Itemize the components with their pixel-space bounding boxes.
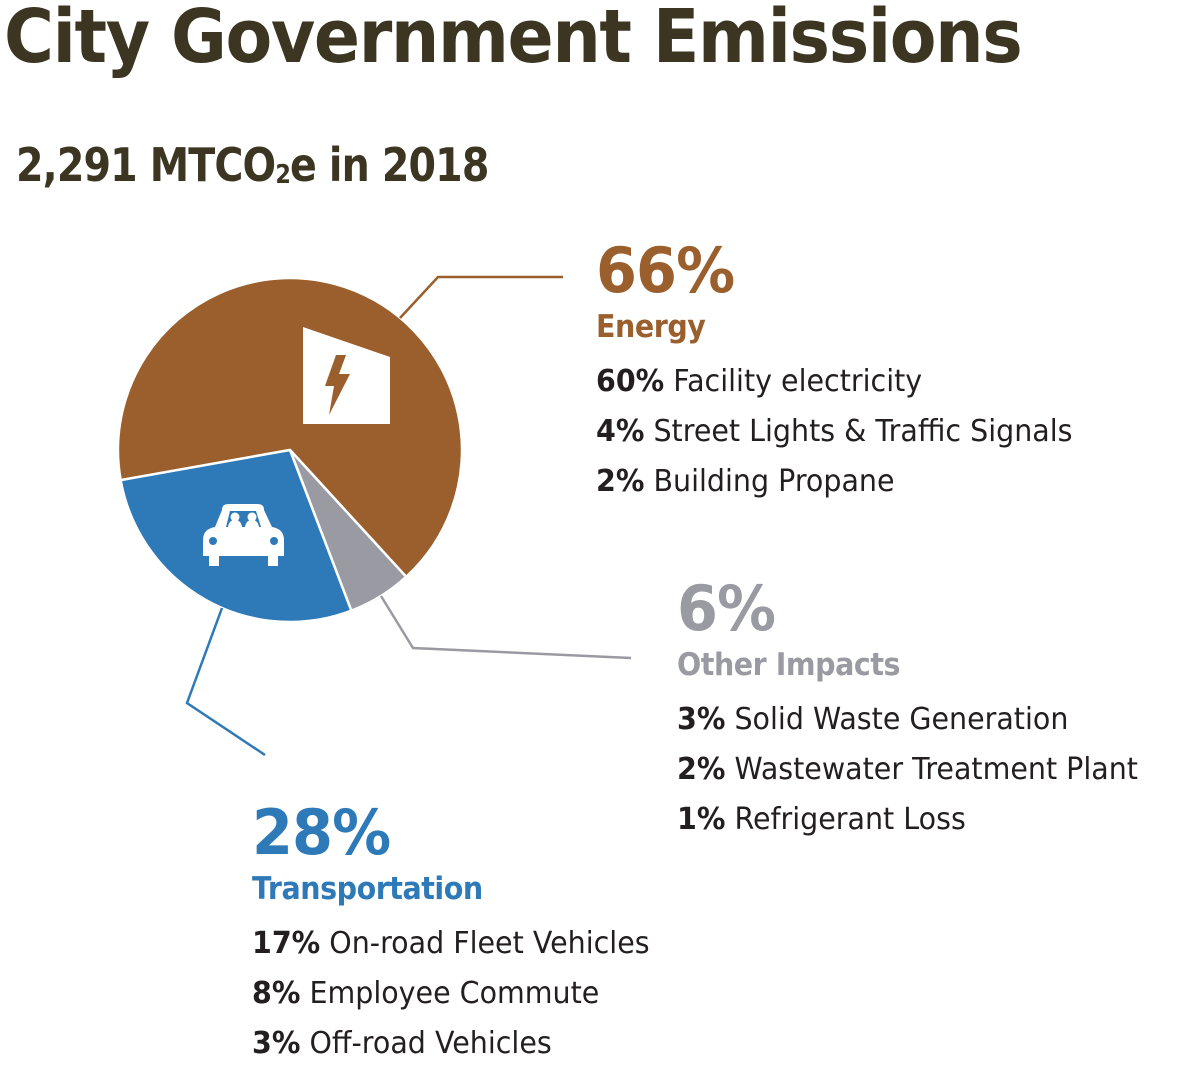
breakdown-label: Off-road Vehicles [309, 1026, 552, 1061]
breakdown-label: Street Lights & Traffic Signals [653, 414, 1073, 449]
breakdown-percent: 3% [252, 1026, 301, 1061]
subtitle-suffix: e in 2018 [290, 138, 489, 192]
breakdown-percent: 2% [596, 464, 645, 499]
breakdown-percent: 8% [252, 976, 301, 1011]
other-impacts-legend: 6% Other Impacts 3% Solid Waste Generati… [677, 578, 1162, 845]
transportation-percent: 28% [252, 796, 391, 869]
total-emissions-subtitle: 2,291 MTCO2e in 2018 [16, 138, 489, 192]
energy-legend: 66% Energy 60% Facility electricity 4% S… [596, 240, 1098, 507]
breakdown-label: Employee Commute [309, 976, 600, 1011]
car-icon [203, 504, 284, 566]
breakdown-item: 4% Street Lights & Traffic Signals [596, 407, 1073, 457]
energy-percent: 66% [596, 234, 735, 307]
breakdown-item: 60% Facility electricity [596, 357, 1073, 407]
breakdown-percent: 4% [596, 414, 645, 449]
energy-leader-line [399, 275, 563, 319]
breakdown-percent: 3% [677, 702, 726, 737]
breakdown-item: 17% On-road Fleet Vehicles [252, 919, 650, 969]
page-title: City Government Emissions [4, 0, 1023, 80]
breakdown-percent: 17% [252, 926, 321, 961]
breakdown-label: Building Propane [653, 464, 895, 499]
breakdown-percent: 2% [677, 752, 726, 787]
breakdown-label: On-road Fleet Vehicles [329, 926, 650, 961]
transportation-leader-line [185, 607, 266, 757]
transportation-legend: 28% Transportation 17% On-road Fleet Veh… [252, 802, 671, 1069]
breakdown-percent: 60% [596, 364, 665, 399]
energy-label: Energy [596, 309, 706, 345]
breakdown-label: Wastewater Treatment Plant [734, 752, 1138, 787]
transportation-label: Transportation [252, 871, 483, 907]
subtitle-subscript: 2 [275, 160, 291, 190]
subtitle-prefix: 2,291 MTCO [16, 138, 276, 192]
breakdown-percent: 1% [677, 802, 726, 837]
breakdown-item: 8% Employee Commute [252, 969, 650, 1019]
other-leader-line [379, 595, 632, 660]
breakdown-item: 2% Building Propane [596, 457, 1073, 507]
breakdown-item: 2% Wastewater Treatment Plant [677, 745, 1138, 795]
breakdown-item: 1% Refrigerant Loss [677, 795, 1138, 845]
other-label: Other Impacts [677, 647, 901, 683]
breakdown-item: 3% Off-road Vehicles [252, 1019, 650, 1069]
breakdown-label: Solid Waste Generation [734, 702, 1069, 737]
breakdown-label: Refrigerant Loss [734, 802, 966, 837]
pie-slices [116, 276, 464, 624]
other-percent: 6% [677, 572, 776, 645]
breakdown-item: 3% Solid Waste Generation [677, 695, 1138, 745]
building-lightning-icon [303, 327, 390, 424]
breakdown-label: Facility electricity [673, 364, 923, 399]
